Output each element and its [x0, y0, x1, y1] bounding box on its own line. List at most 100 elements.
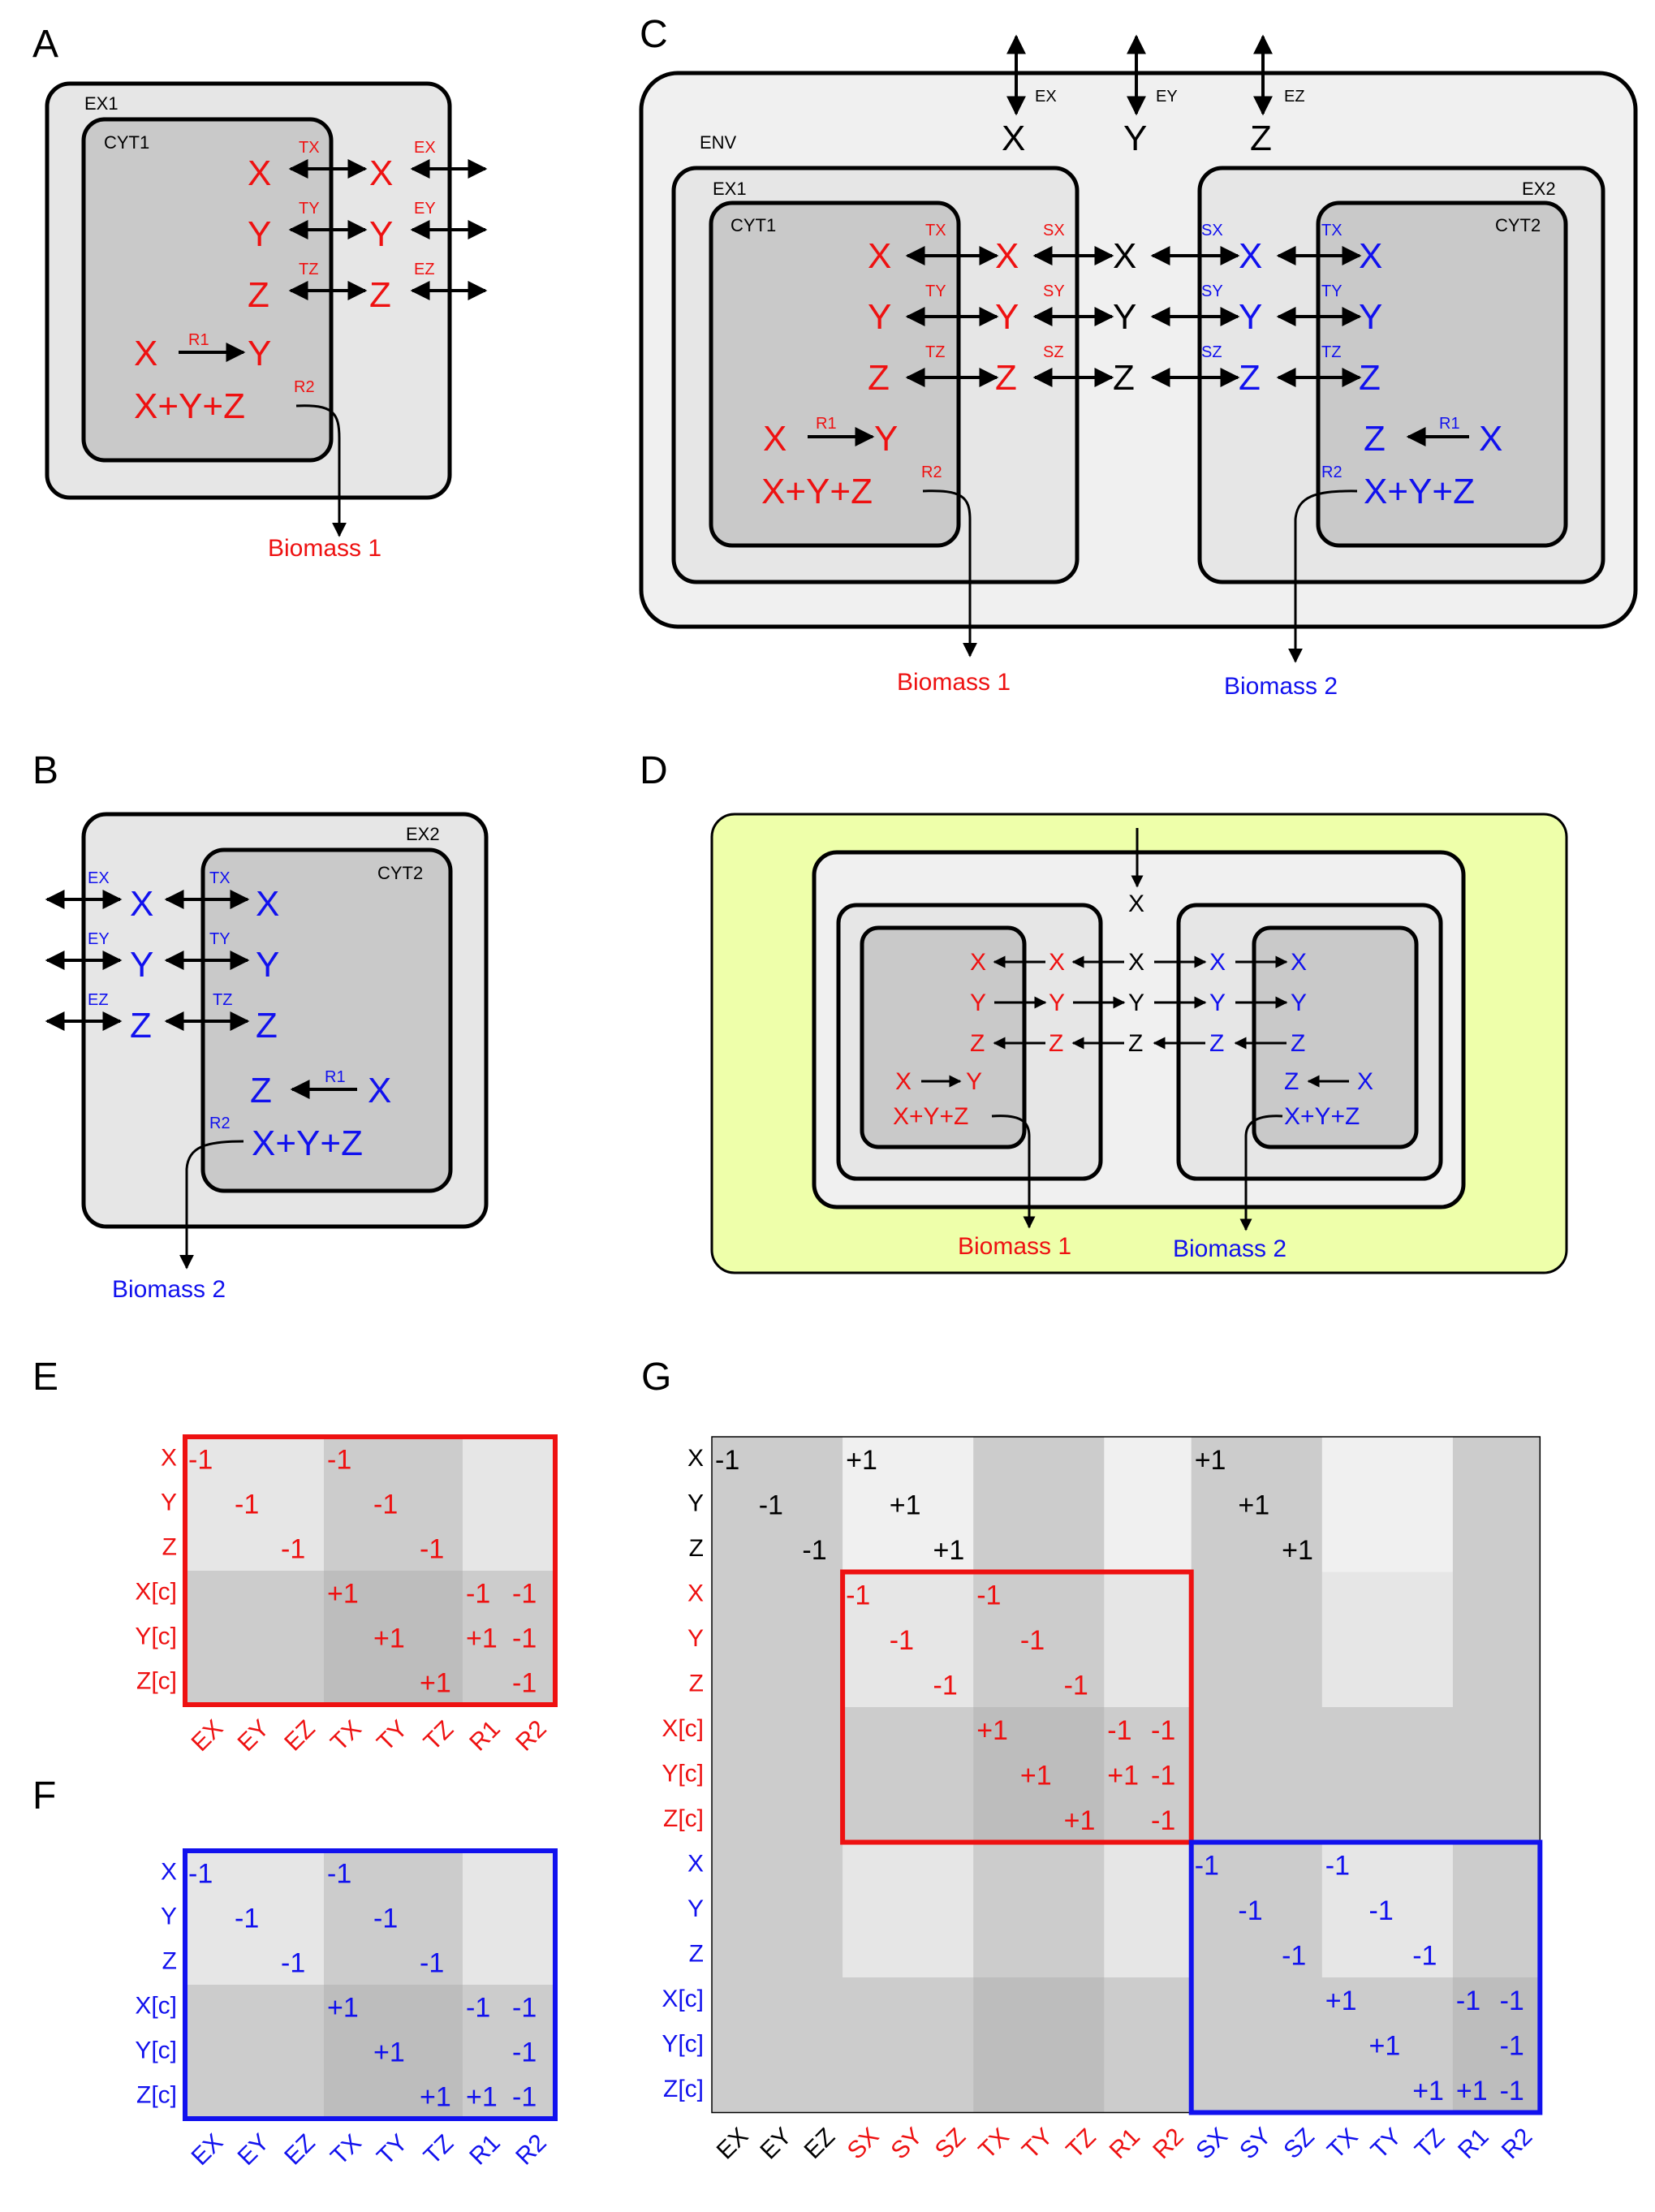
matrix-cell	[712, 1572, 756, 1618]
matrix-cell	[712, 2068, 756, 2113]
matrix-row-label: Y	[687, 1895, 704, 1922]
matrix-cell	[1060, 1797, 1105, 1843]
matrix-cell	[929, 2068, 974, 2113]
matrix-entry: +1	[1412, 2076, 1444, 2106]
c-r2-label-1: R2	[921, 464, 942, 481]
c-ez-label: EZ	[1284, 88, 1305, 106]
matrix-cell	[929, 1527, 974, 1572]
matrix-entry: +1	[420, 1668, 451, 1699]
matrix-entry: -1	[420, 1948, 444, 1979]
matrix-entry: -1	[420, 1534, 444, 1565]
matrix-cell	[1452, 1662, 1498, 1708]
c-ey-label: EY	[1156, 88, 1178, 106]
matrix-cell	[1365, 2068, 1410, 2113]
panel-f-letter: F	[32, 1774, 56, 1817]
matrix-cell	[1409, 1932, 1454, 1978]
a-tx-label: TX	[299, 139, 320, 157]
matrix-cell	[463, 1660, 510, 1705]
c-r1-label: R1	[816, 415, 837, 433]
matrix-cell	[185, 1851, 232, 1896]
matrix-cell	[1104, 1481, 1149, 1528]
panel-d: D X X X X X XY Y Y Y YZ Z Z Z Z X Y X+Y+Z Biomass 1 …	[640, 749, 1568, 1274]
matrix-cell	[1278, 1977, 1323, 2023]
d-row-x-2: X	[1128, 949, 1144, 976]
matrix-entry: -1	[1020, 1625, 1045, 1656]
matrix-cell	[1365, 1977, 1410, 2023]
matrix-cell	[1409, 1842, 1454, 1888]
c-row-label-1-2: SY	[1201, 282, 1223, 300]
matrix-cell	[185, 2074, 232, 2119]
matrix-cell	[1104, 1437, 1149, 1482]
matrix-cell	[1148, 1887, 1192, 1933]
matrix-cell	[712, 1752, 756, 1798]
matrix-row-label: X	[687, 1445, 704, 1472]
matrix-cell	[370, 1851, 417, 1896]
matrix-cell	[799, 1527, 843, 1572]
matrix-cell	[1452, 1437, 1498, 1482]
b-cyt-y: Y	[256, 945, 279, 985]
c-biomass-label-1: Biomass 1	[897, 669, 1011, 696]
a-cyt-x: X	[248, 153, 271, 193]
b-cyt-z: Z	[256, 1006, 278, 1046]
c-row-label-0-3: TX	[1321, 222, 1343, 239]
matrix-col-label: R1	[464, 2129, 505, 2170]
matrix-cell	[370, 1615, 417, 1661]
matrix-entry: +1	[846, 1445, 877, 1476]
matrix-row-label: Y	[687, 1625, 704, 1652]
matrix-row-label: X	[687, 1580, 704, 1606]
matrix-entry: -1	[933, 1670, 958, 1701]
matrix-cell	[1365, 1662, 1410, 1708]
matrix-cell	[1452, 1617, 1498, 1662]
a-ey-rxn-label: EY	[414, 200, 436, 218]
matrix-row-label: Y[c]	[135, 2037, 177, 2064]
panel-b-letter: B	[32, 749, 58, 792]
matrix-cell	[1496, 1842, 1541, 1888]
matrix-row-label: X[c]	[662, 1986, 704, 2012]
matrix-entry: +1	[1282, 1535, 1313, 1566]
matrix-cell	[886, 1932, 930, 1978]
a-cyt-z: Z	[248, 275, 269, 315]
matrix-col-label: TX	[325, 1715, 366, 1756]
matrix-cell	[712, 1662, 756, 1708]
b-ez-rxn-label: EZ	[88, 991, 109, 1009]
matrix-cell	[1496, 1797, 1541, 1843]
matrix-entry: -1	[1282, 1940, 1306, 1971]
matrix-cell	[1191, 2022, 1235, 2068]
matrix-cell	[1409, 1797, 1454, 1843]
d-r1-substrate-2: X	[1357, 1068, 1373, 1095]
b-r2-label: R2	[209, 1115, 231, 1132]
matrix-cell	[231, 2074, 278, 2119]
matrix-cell	[929, 1932, 974, 1978]
matrix-entry: +1	[1107, 1760, 1139, 1791]
matrix-cell	[799, 1842, 843, 1888]
matrix-cell	[1060, 1572, 1105, 1618]
matrix-cell	[1496, 1617, 1541, 1662]
matrix-cell	[324, 1851, 371, 1896]
matrix-cell	[1278, 1481, 1323, 1528]
matrix-cell	[1278, 2068, 1323, 2113]
matrix-cell	[463, 1615, 510, 1661]
matrix-cell	[755, 1887, 799, 1933]
c-r1-label-2: R1	[1439, 415, 1460, 433]
matrix-row-label: Y[c]	[135, 1623, 177, 1650]
a-r1-substrate: X	[134, 334, 157, 373]
b-ty-label: TY	[209, 930, 231, 948]
matrix-entry: -1	[327, 1859, 351, 1890]
matrix-col-label: R1	[1105, 2124, 1145, 2164]
matrix-entry: -1	[1369, 1895, 1394, 1926]
d-r1-product: Y	[966, 1068, 982, 1095]
c-ex2-label: EX2	[1522, 179, 1556, 199]
panel-a: A EX1 CYT1 X Y Z X Y Z TX TY TZ EX EY EZ…	[32, 23, 488, 562]
matrix-cell	[1235, 1752, 1279, 1798]
matrix-cell	[1496, 1572, 1541, 1618]
matrix-cell	[1148, 1527, 1192, 1572]
matrix-cell	[1148, 1932, 1192, 1978]
matrix-cell	[278, 1437, 325, 1482]
matrix-cell	[1278, 1752, 1323, 1798]
matrix-cell	[463, 1481, 510, 1527]
matrix-cell	[1278, 1662, 1323, 1708]
matrix-cell	[755, 1932, 799, 1978]
matrix-cell	[755, 1752, 799, 1798]
matrix-cell	[1191, 1797, 1235, 1843]
matrix-cell	[1060, 2068, 1105, 2113]
